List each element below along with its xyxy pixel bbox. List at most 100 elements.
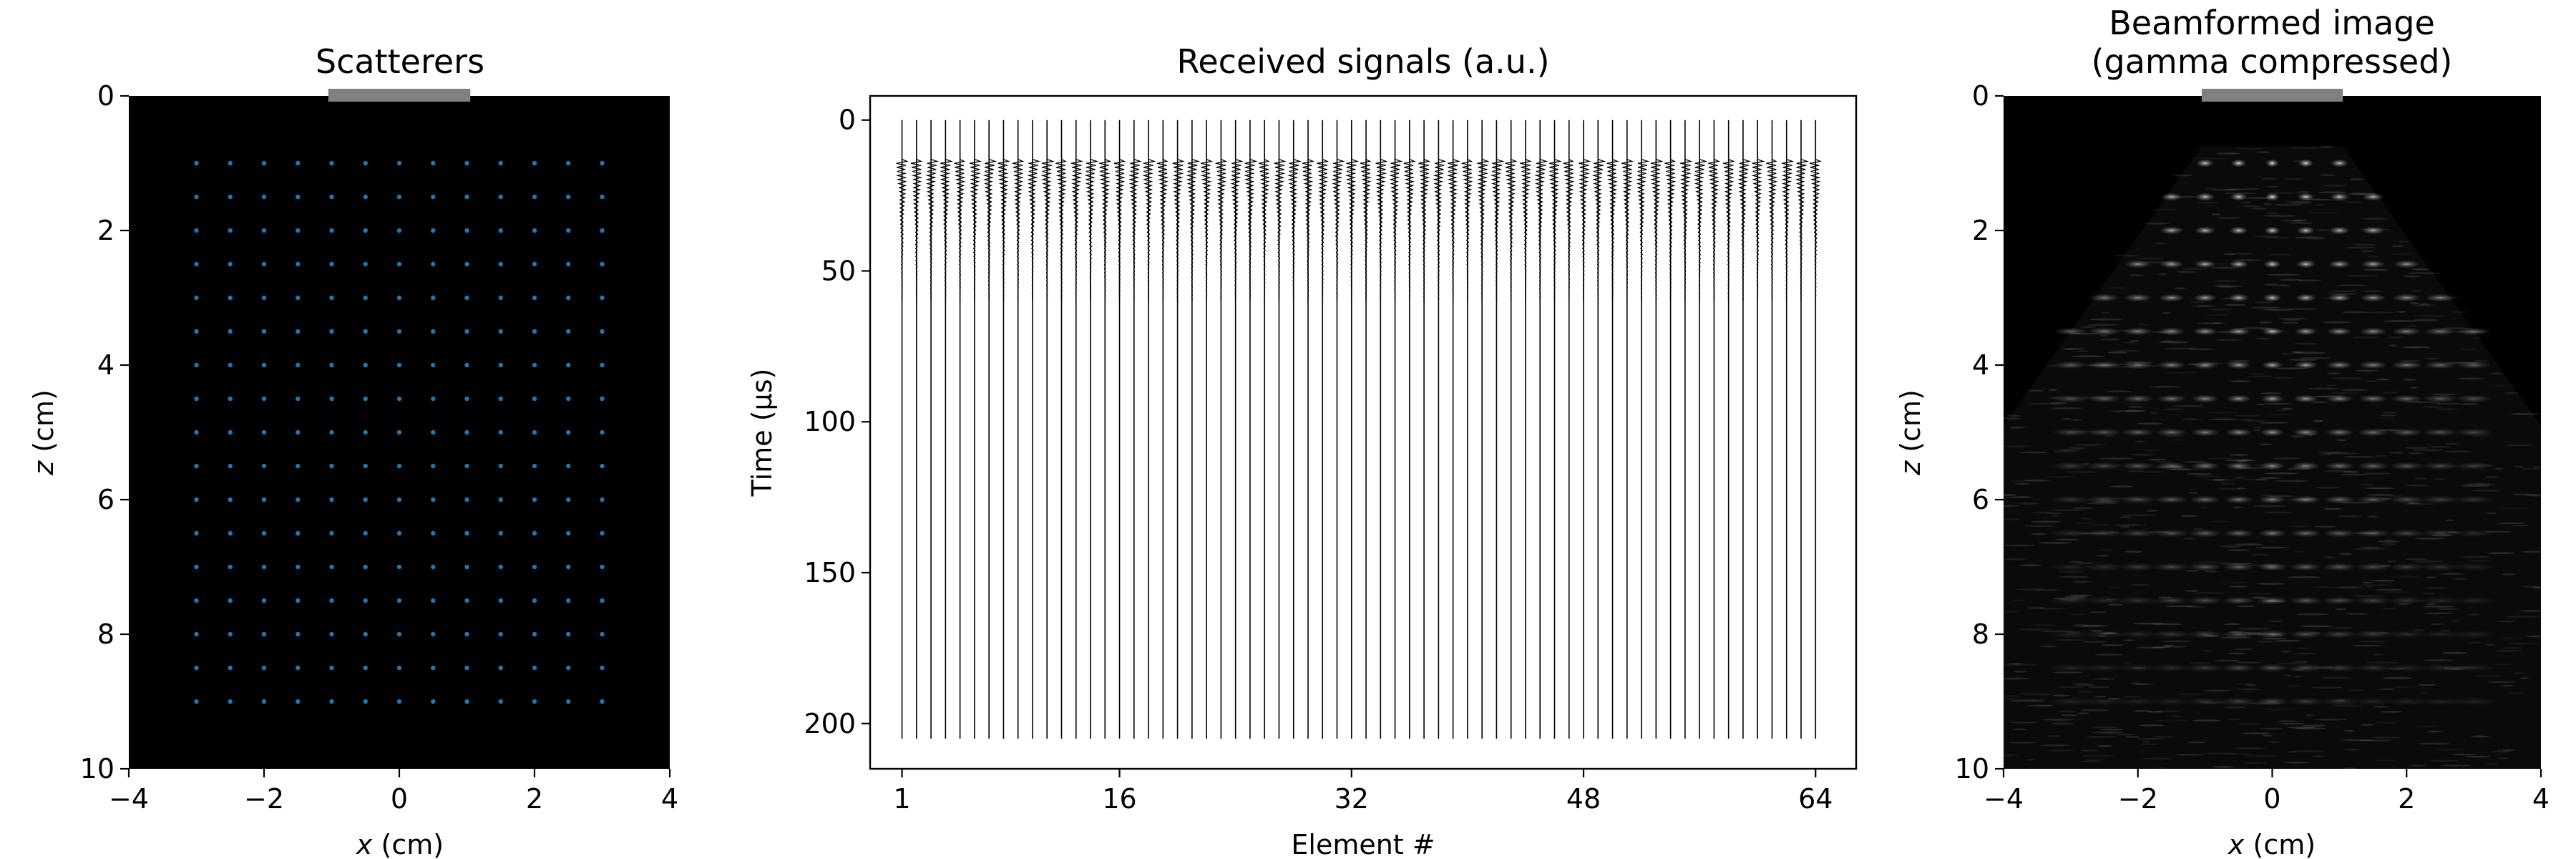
speckle-mark (2371, 579, 2396, 582)
speckle-mark (2062, 348, 2084, 350)
speckle-mark (2499, 507, 2531, 510)
scatterer-point (396, 295, 402, 301)
speckle-mark (2127, 470, 2145, 472)
speckle-mark (2252, 429, 2262, 432)
speckle-mark (2296, 647, 2309, 649)
point-response (2263, 293, 2282, 302)
speckle-mark (2509, 413, 2540, 415)
speckle-mark (2485, 763, 2499, 765)
speckle-mark (2046, 734, 2062, 737)
point-response (2295, 293, 2317, 302)
speckle-mark (2502, 684, 2514, 687)
scatterer-point (261, 194, 267, 200)
speckle-mark (2319, 453, 2331, 455)
speckle-mark (2258, 422, 2290, 424)
speckle-mark (2312, 401, 2328, 404)
signal-echo (1534, 158, 1548, 301)
speckle-mark (2168, 715, 2182, 718)
speckle-mark (2185, 472, 2213, 475)
scatterer-point (498, 228, 503, 233)
speckle-mark (2351, 644, 2383, 647)
scatterer-point (431, 194, 436, 200)
speckle-mark (2004, 544, 2036, 547)
scatterer-point (261, 160, 267, 166)
speckle-mark (2498, 757, 2509, 759)
scatterer-point (566, 530, 571, 536)
speckle-mark (2208, 309, 2233, 311)
speckle-mark (2409, 387, 2419, 389)
speckle-mark (2072, 683, 2093, 685)
speckle-mark (2467, 641, 2484, 644)
speckle-mark (2413, 629, 2426, 631)
point-response (2450, 630, 2498, 639)
speckle-mark (2299, 356, 2331, 359)
point-response (2151, 630, 2192, 639)
speckle-mark (2124, 550, 2143, 553)
speckle-mark (2162, 644, 2174, 647)
speckle-mark (2187, 492, 2199, 495)
speckle-mark (2287, 308, 2318, 310)
speckle-mark (2472, 674, 2501, 677)
speckle-mark (2007, 662, 2024, 665)
speckle-mark (2143, 222, 2170, 225)
scatterer-point (532, 160, 537, 166)
signal-echo (1809, 158, 1822, 301)
speckle-mark (2137, 324, 2150, 326)
speckle-mark (2165, 605, 2197, 608)
scatterer-point (600, 430, 605, 435)
speckle-mark (2374, 455, 2387, 457)
point-response (2325, 428, 2354, 437)
scatterer-point (464, 598, 469, 603)
scatterer-point (261, 564, 267, 570)
scatterer-point (431, 430, 436, 435)
scatterers-x-axis-label: x (cm) (356, 829, 444, 859)
speckle-mark (2318, 191, 2348, 193)
speckle-mark (2107, 586, 2122, 588)
speckle-mark (2282, 321, 2300, 324)
speckle-mark (2107, 603, 2123, 606)
speckle-mark (2125, 736, 2140, 738)
scatterer-point (431, 564, 436, 570)
point-response (2157, 327, 2185, 336)
speckle-mark (2436, 608, 2459, 610)
scatterer-point (600, 463, 605, 469)
signal-echo (1477, 158, 1490, 301)
speckle-mark (2055, 538, 2080, 541)
speckle-mark (2381, 543, 2397, 545)
scatterer-point (396, 430, 402, 435)
speckle-mark (2363, 268, 2389, 271)
speckle-mark (2260, 392, 2282, 394)
point-response (2224, 462, 2253, 470)
speckle-mark (2039, 744, 2071, 747)
scatterer-point (464, 564, 469, 570)
speckle-mark (2403, 275, 2421, 278)
speckle-mark (2221, 753, 2255, 755)
scatterer-point (363, 160, 368, 166)
speckle-mark (2307, 387, 2340, 390)
speckle-mark (2380, 711, 2403, 713)
scatterer-point (464, 430, 469, 435)
speckle-mark (2030, 623, 2057, 626)
speckle-mark (2234, 747, 2266, 749)
speckle-mark (2358, 583, 2392, 586)
scatterer-point (363, 699, 368, 704)
speckle-mark (2404, 484, 2429, 487)
point-response (2084, 529, 2125, 538)
beamformed-x-tick-label: −2 (2118, 783, 2158, 815)
speckle-mark (2268, 741, 2281, 743)
speckle-mark (2262, 637, 2287, 640)
speckle-mark (2497, 522, 2525, 525)
speckle-mark (2223, 253, 2236, 256)
speckle-mark (2404, 503, 2435, 505)
point-response (2296, 226, 2316, 235)
signal-echo (1490, 158, 1505, 301)
speckle-mark (2494, 649, 2523, 652)
scatterer-point (329, 160, 334, 166)
scatterer-point (396, 228, 402, 233)
speckle-mark (2396, 311, 2406, 313)
speckle-mark (2203, 752, 2237, 754)
speckle-mark (2012, 728, 2028, 731)
signal-echo (1636, 158, 1650, 301)
speckle-mark (2307, 212, 2341, 214)
speckle-mark (2407, 272, 2441, 274)
